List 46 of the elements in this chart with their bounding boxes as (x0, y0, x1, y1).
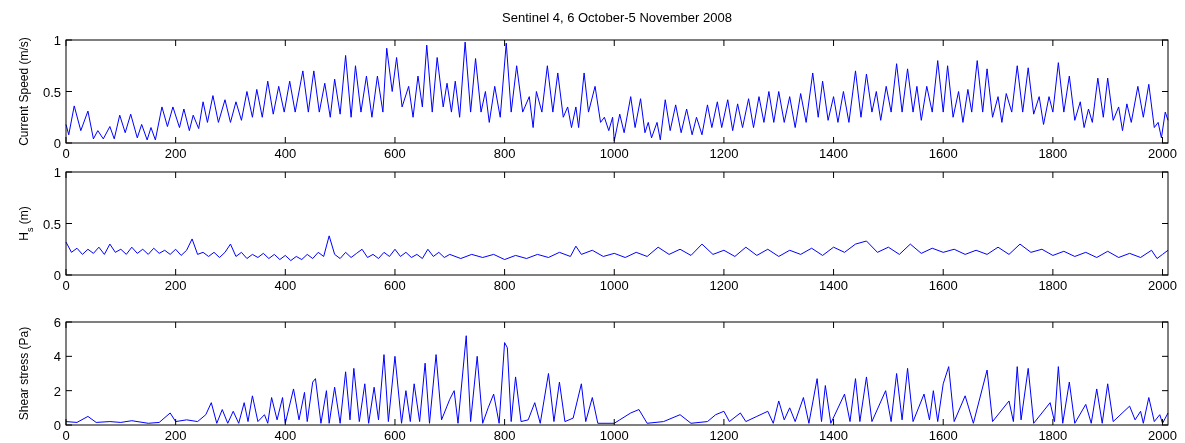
y-axis-title: Current Speed (m/s) (17, 37, 31, 146)
x-tick-label: 200 (164, 146, 187, 161)
x-tick-label: 800 (493, 278, 516, 293)
x-tick-label: 1800 (1038, 278, 1068, 293)
y-tick-label: 1 (53, 33, 61, 48)
x-tick-label: 1000 (599, 428, 629, 443)
line-series (65, 335, 1169, 424)
x-tick-label: 400 (274, 428, 297, 443)
x-tick-label: 1000 (599, 146, 629, 161)
x-tick-label: 600 (384, 428, 406, 443)
x-tick-label: 1800 (1038, 428, 1068, 443)
x-tick-label: 1600 (928, 428, 958, 443)
x-tick-label: 600 (384, 146, 406, 161)
x-tick-label: 2000 (1148, 428, 1177, 443)
x-tick-label: 2000 (1148, 278, 1177, 293)
x-tick-label: 600 (384, 278, 406, 293)
x-tick-label: 1000 (599, 278, 629, 293)
chart-title: Sentinel 4, 6 October-5 November 2008 (502, 10, 732, 25)
y-tick-label: 0 (53, 136, 61, 151)
x-tick-label: 1400 (819, 146, 849, 161)
x-tick-label: 1400 (819, 278, 849, 293)
x-tick-label: 200 (164, 428, 187, 443)
y-tick-label: 4 (53, 349, 61, 365)
x-tick-label: 1200 (709, 428, 739, 443)
y-tick-label: 1 (53, 165, 61, 180)
x-tick-label: 1800 (1038, 146, 1068, 161)
x-tick-label: 1200 (709, 278, 739, 293)
x-tick-label: 400 (274, 146, 297, 161)
y-tick-label: 0.5 (42, 216, 61, 232)
x-tick-label: 800 (493, 146, 516, 161)
x-tick-label: 1600 (928, 146, 958, 161)
y-tick-label: 0.5 (42, 84, 61, 100)
y-tick-label: 6 (53, 315, 61, 330)
line-series (65, 41, 1169, 142)
x-tick-label: 1200 (709, 146, 739, 161)
y-axis-title: Shear stress (Pa) (17, 326, 31, 421)
line-series (65, 235, 1169, 262)
x-tick-label: 400 (274, 278, 297, 293)
y-tick-label: 2 (53, 383, 61, 399)
y-tick-label: 0 (53, 418, 61, 433)
x-tick-label: 800 (493, 428, 516, 443)
x-tick-label: 200 (164, 278, 187, 293)
x-tick-label: 2000 (1148, 146, 1177, 161)
y-tick-label: 0 (53, 268, 61, 283)
x-tick-label: 1600 (928, 278, 958, 293)
x-tick-label: 1400 (819, 428, 849, 443)
